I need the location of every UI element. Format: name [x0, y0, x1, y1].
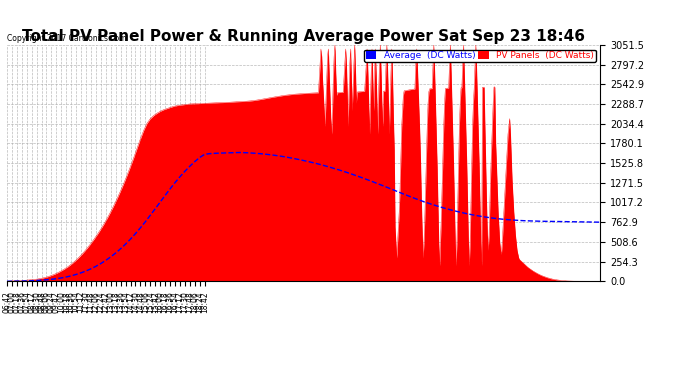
Title: Total PV Panel Power & Running Average Power Sat Sep 23 18:46: Total PV Panel Power & Running Average P… [22, 29, 585, 44]
Text: Copyright 2017 Cartronics.com: Copyright 2017 Cartronics.com [7, 34, 126, 43]
Legend: Average  (DC Watts), PV Panels  (DC Watts): Average (DC Watts), PV Panels (DC Watts) [364, 50, 595, 62]
